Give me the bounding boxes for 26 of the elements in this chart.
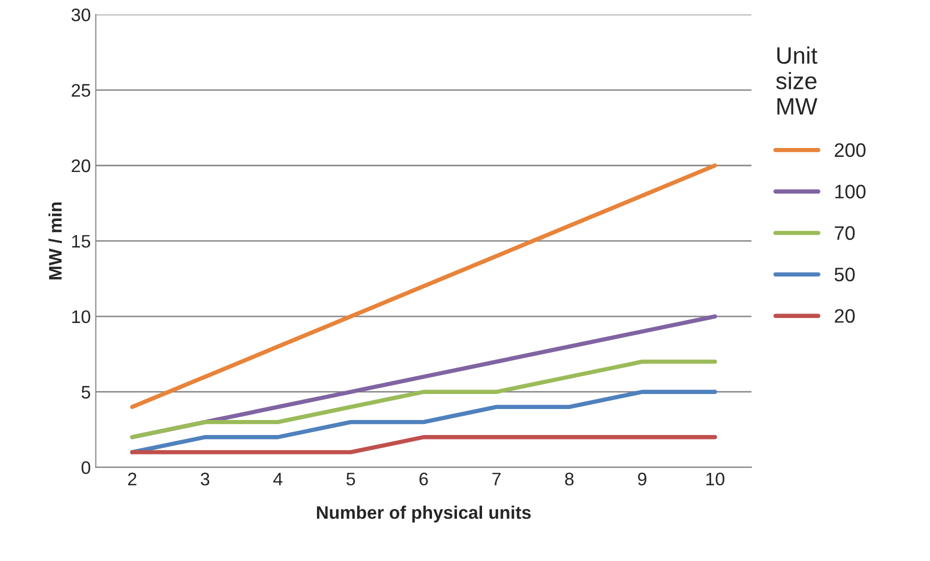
line-series — [130, 360, 718, 440]
x-tick-label: 10 — [706, 472, 724, 486]
legend-label: 50 — [834, 268, 855, 282]
x-tick-label: 3 — [200, 472, 210, 486]
legend-title: Unit size MW — [776, 46, 818, 115]
y-tick-label: 25 — [72, 84, 90, 97]
x-tick-label: 2 — [128, 472, 136, 486]
x-tick-label: 7 — [492, 472, 501, 486]
legend-label: 70 — [834, 226, 855, 240]
legend-label: 200 — [834, 143, 866, 158]
y-tick-label: 15 — [72, 235, 90, 248]
x-tick-label: 9 — [638, 472, 646, 486]
x-tick-label: 4 — [273, 472, 282, 486]
x-tick-label: 5 — [346, 472, 356, 486]
y-tick-label: 20 — [72, 159, 90, 172]
y-tick-label: 30 — [72, 8, 90, 22]
y-axis-title: MW / min — [48, 202, 62, 280]
y-tick-label: 10 — [72, 310, 90, 324]
x-tick-label: 6 — [420, 472, 428, 486]
x-axis-title: Number of physical units — [316, 506, 531, 523]
line-series — [130, 163, 718, 410]
y-tick-label: 5 — [82, 386, 90, 399]
x-tick-label: 8 — [565, 472, 574, 486]
y-tick-label: 0 — [82, 461, 90, 474]
legend-label: 20 — [834, 309, 855, 323]
legend-label: 100 — [835, 184, 866, 198]
